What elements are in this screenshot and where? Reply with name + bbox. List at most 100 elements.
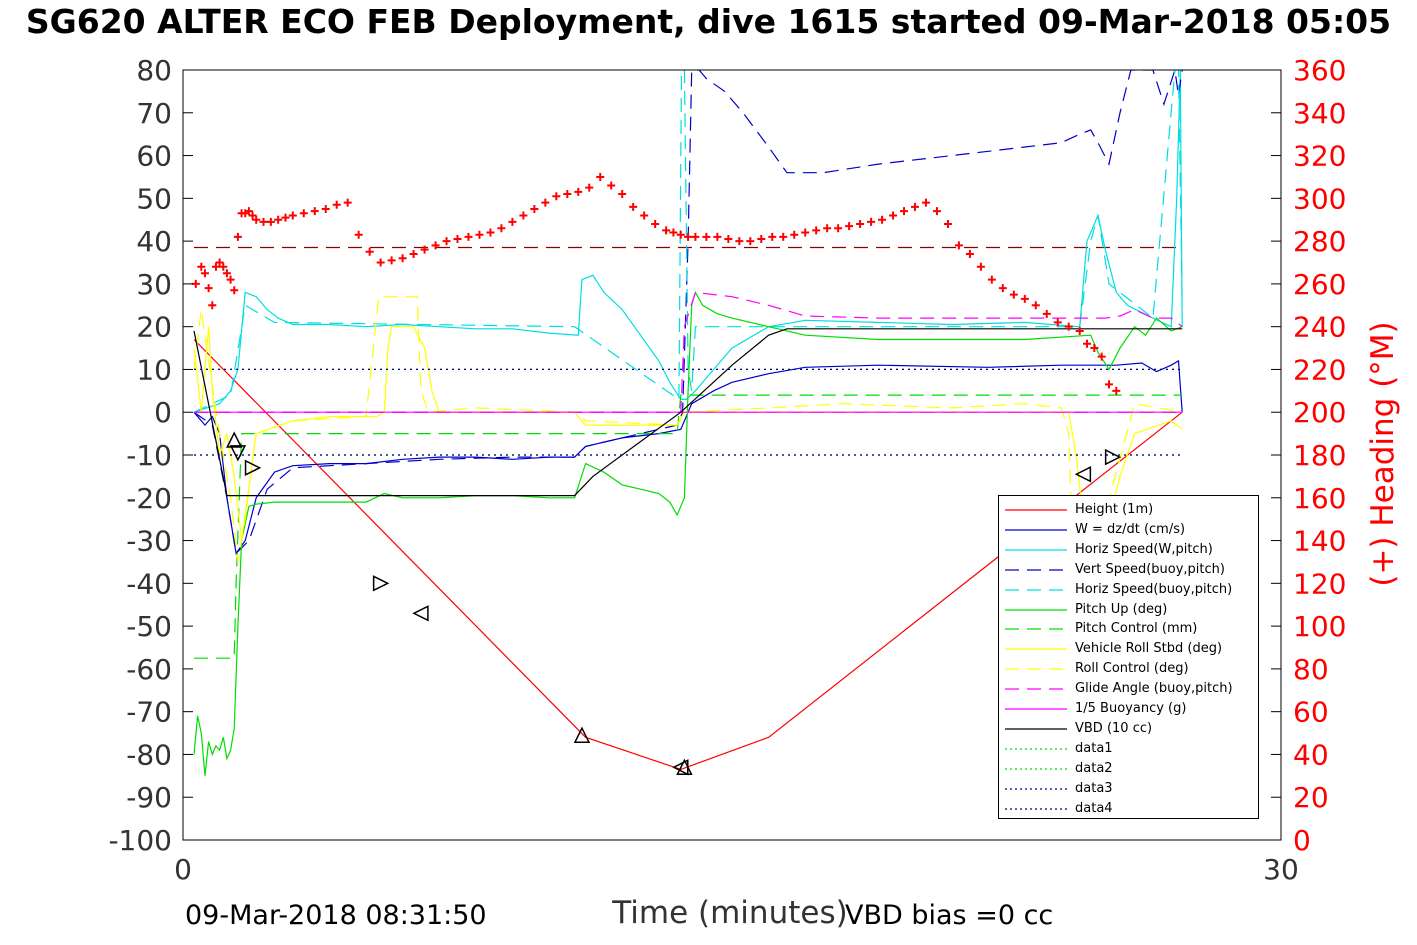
heading-marker: [943, 220, 952, 228]
legend-item: Horiz Speed(buoy,pitch): [999, 580, 1258, 600]
heading-marker: [442, 237, 451, 246]
y-tick-label: 0: [154, 396, 172, 429]
y-tick-label: -70: [126, 696, 172, 729]
y2-tick-label: 40: [1293, 738, 1329, 771]
triangle-marker: [372, 575, 390, 592]
y2-tick-label: 100: [1293, 610, 1346, 643]
legend-item: data3: [999, 779, 1258, 799]
legend-swatch: [1005, 668, 1067, 670]
legend-item: Horiz Speed(W,pitch): [999, 540, 1258, 560]
y-tick-label: -30: [126, 525, 172, 558]
heading-marker: [987, 275, 996, 284]
heading-marker: [343, 198, 352, 207]
y2-tick-label: 240: [1293, 311, 1346, 344]
legend-swatch: [1005, 529, 1067, 531]
y2-tick-label: 220: [1293, 353, 1346, 386]
y2-axis-label: (+) Heading (°M): [1365, 321, 1401, 586]
heading-marker: [867, 217, 876, 226]
heading-marker: [1020, 294, 1029, 303]
legend-item: Vehicle Roll Stbd (deg): [999, 639, 1258, 659]
heading-marker: [299, 209, 308, 218]
heading-marker: [965, 249, 974, 258]
heading-marker: [618, 190, 627, 199]
legend-swatch: [1005, 569, 1067, 571]
heading-marker: [790, 230, 799, 239]
series-line-9: [194, 291, 1183, 413]
y-tick-label: -90: [126, 781, 172, 814]
footer-timestamp: 09-Mar-2018 08:31:50: [185, 900, 487, 931]
legend-swatch: [1005, 787, 1067, 790]
heading-marker: [252, 215, 261, 224]
heading-marker: [1083, 339, 1092, 348]
heading-marker: [219, 262, 228, 271]
heading-marker: [244, 207, 253, 216]
heading-marker: [1104, 380, 1113, 389]
legend-label: data3: [1075, 780, 1113, 796]
y2-tick-label: 160: [1293, 482, 1346, 515]
y-tick-label: -40: [126, 567, 172, 600]
legend-item: Pitch Up (deg): [999, 600, 1258, 620]
heading-marker: [475, 230, 484, 239]
heading-marker: [191, 279, 200, 288]
legend-swatch: [1005, 748, 1067, 750]
y2-tick-label: 20: [1293, 781, 1329, 814]
legend-swatch: [1005, 509, 1067, 511]
y2-tick-label: 360: [1293, 54, 1346, 87]
legend-label: data2: [1075, 760, 1113, 776]
heading-marker: [197, 262, 206, 271]
legend-swatch: [1005, 688, 1067, 690]
triangle-marker: [412, 605, 429, 622]
heading-marker: [552, 192, 561, 201]
legend: Height (1m) W = dz/dt (cm/s) Horiz Speed(W…: [998, 495, 1259, 819]
legend-label: Roll Control (deg): [1075, 661, 1189, 677]
y2-tick-label: 320: [1293, 140, 1346, 173]
legend-swatch: [1005, 648, 1067, 650]
heading-marker: [281, 213, 290, 222]
heading-marker: [768, 232, 777, 241]
series-line-1: [193, 359, 1183, 555]
y-tick-label: 30: [136, 268, 172, 301]
legend-swatch: [1005, 728, 1067, 730]
heading-marker: [398, 254, 407, 263]
triangle-marker: [229, 445, 247, 462]
heading-marker: [332, 200, 341, 209]
y-tick-label: 60: [136, 140, 172, 173]
heading-marker: [288, 211, 297, 220]
heading-marker: [200, 269, 209, 278]
legend-swatch: [1005, 588, 1067, 591]
heading-marker: [259, 217, 268, 226]
series-line-11: [193, 328, 1183, 497]
legend-item: 1/5 Buoyancy (g): [999, 699, 1258, 719]
triangle-marker: [1074, 466, 1092, 483]
y2-tick-label: 260: [1293, 268, 1346, 301]
y2-tick-label: 200: [1293, 396, 1346, 429]
heading-marker: [735, 237, 744, 246]
heading-marker: [834, 224, 843, 233]
heading-marker: [274, 215, 283, 224]
heading-marker: [1053, 318, 1062, 327]
heading-marker: [204, 284, 213, 293]
heading-marker: [310, 207, 319, 216]
legend-label: Pitch Up (deg): [1075, 601, 1168, 617]
triangle-marker: [244, 459, 262, 477]
heading-marker: [911, 202, 919, 211]
y2-tick-label: 80: [1293, 653, 1329, 686]
series-line-5: [193, 290, 1183, 776]
heading-marker: [900, 207, 909, 216]
legend-label: 1/5 Buoyancy (g): [1075, 701, 1187, 716]
y-tick-label: -20: [126, 482, 172, 515]
heading-marker: [215, 258, 224, 267]
heading-marker: [354, 230, 363, 239]
legend-swatch: [1005, 708, 1067, 710]
heading-marker: [640, 211, 649, 220]
heading-marker: [574, 187, 583, 196]
series-line-3: [193, 70, 1183, 555]
legend-item: VBD (10 cc): [999, 719, 1258, 739]
y-tick-label: 70: [136, 97, 172, 130]
triangle-marker: [676, 758, 693, 776]
heading-marker: [932, 207, 941, 216]
triangle-marker: [1104, 448, 1122, 466]
heading-marker: [1064, 322, 1073, 331]
legend-label: W = dz/dt (cm/s): [1075, 521, 1186, 537]
